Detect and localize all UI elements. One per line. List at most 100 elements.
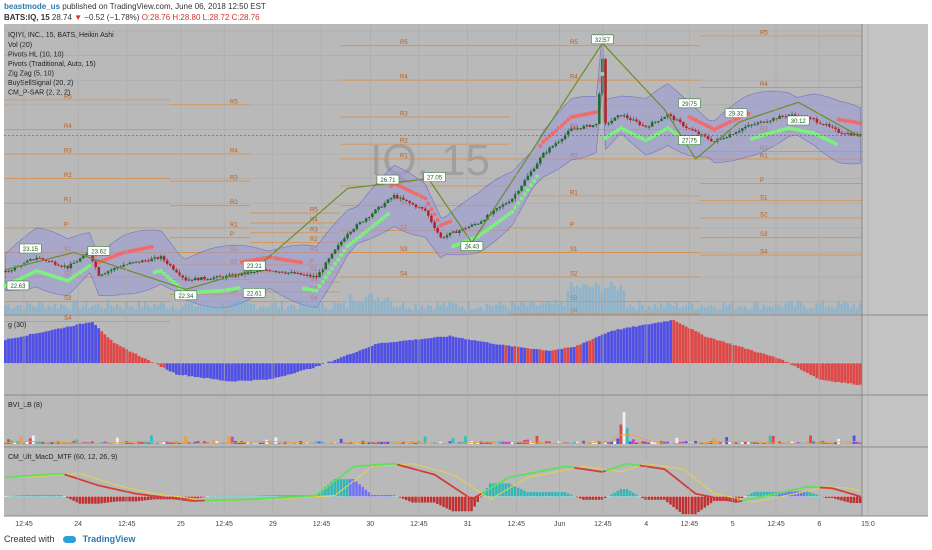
macd-histogram-bar [796, 491, 800, 497]
macd-histogram-bar [265, 495, 268, 497]
psar-dot [584, 112, 589, 116]
tradingview-brand[interactable]: TradingView [82, 534, 136, 544]
macd-histogram-bar [249, 495, 253, 497]
macd-line-segment [767, 494, 771, 497]
oscillator-bar [703, 336, 707, 364]
psar-dot [746, 111, 751, 116]
oscillator-bar [591, 338, 595, 364]
created-with-text: Created with [4, 534, 55, 544]
pivot-label-text: 27.75 [682, 139, 698, 145]
chart-area[interactable]: 22.0023.0024.0025.0026.0027.0028.0029.00… [0, 24, 932, 530]
macd-histogram-bar [852, 496, 856, 504]
psar-dot [488, 225, 493, 230]
volume-bar [420, 442, 424, 444]
psar-dot [553, 128, 558, 133]
psar-dot [140, 246, 145, 251]
symbol-label[interactable]: BATS:IQ, 15 [4, 13, 50, 22]
oscillator-bar [672, 319, 676, 364]
oscillator-bar [706, 337, 710, 364]
volume-bar [171, 305, 175, 314]
psar-dot [230, 287, 235, 292]
volume-bar [492, 306, 495, 314]
macd-histogram-bar [41, 494, 44, 497]
macd-histogram-bar [237, 495, 240, 497]
psar-dot [115, 252, 120, 257]
macd-histogram-bar [569, 494, 573, 497]
psar-dot [665, 126, 670, 131]
macd-line-segment [754, 496, 759, 500]
volume-bar [122, 443, 125, 444]
macd-histogram-bar [47, 494, 51, 497]
psar-dot [538, 144, 543, 149]
macd-histogram-bar [737, 496, 741, 500]
candle-body [831, 126, 834, 128]
oscillator-pane[interactable]: 1.00000.50000.0000-0.5000g (30) [4, 319, 928, 386]
psar-dot [252, 257, 257, 262]
macd-line-segment [409, 467, 414, 470]
macd-line-segment [486, 487, 491, 491]
oscillator-bar [373, 344, 377, 364]
candle-body [551, 145, 554, 148]
candle-body [818, 122, 822, 124]
macd-histogram-bar [787, 491, 790, 497]
macd-pane[interactable]: 0.50000.0000CM_Ult_MacD_MTF (60, 12, 26,… [4, 454, 928, 515]
psar-dot [342, 248, 347, 253]
volume-bar [666, 300, 669, 314]
macd-line-segment [92, 482, 96, 486]
indicator-label: CM_P-SAR (2, 2, 2) [8, 90, 70, 97]
macd-histogram-bar [336, 479, 340, 497]
oscillator-bar [840, 363, 844, 383]
volume-bar [728, 441, 732, 444]
candle-body [165, 260, 169, 264]
macd-histogram-bar [858, 496, 862, 504]
macd-histogram-bar [834, 496, 837, 499]
candle-body [290, 272, 293, 274]
macd-line-segment [788, 489, 793, 492]
psar-dot [78, 270, 83, 275]
psar-dot [771, 130, 776, 135]
psar-dot [690, 116, 695, 121]
volume-bar [215, 441, 219, 444]
oscillator-bar [628, 327, 632, 364]
volume-bar [59, 443, 63, 444]
candle-body [103, 273, 107, 275]
volume-bar [653, 303, 657, 314]
volume-bar [827, 443, 831, 444]
candle-body [336, 245, 340, 250]
pivot-level-label: R5 [570, 40, 578, 46]
candle-body [228, 274, 231, 276]
macd-histogram-bar [13, 495, 16, 497]
volume-pane[interactable]: 200000.00000.0000BVI_LB (8) [4, 402, 923, 449]
candle-body [82, 255, 85, 259]
x-tick-label: 29 [269, 521, 277, 528]
price-change: −0.52 (−1.78%) [84, 13, 140, 22]
volume-bar [560, 301, 563, 314]
volume-bar [196, 441, 200, 444]
x-tick-label: 12:45 [118, 521, 136, 528]
volume-bar [588, 286, 591, 314]
macd-histogram-bar [765, 491, 769, 497]
oscillator-bar [485, 342, 489, 364]
macd-line-segment [79, 478, 84, 482]
psar-dot [56, 275, 61, 280]
volume-bar [672, 306, 675, 314]
volume-bar [408, 443, 411, 444]
macd-line-segment [521, 473, 525, 476]
pivot-level-label: R5 [64, 94, 72, 100]
candle-body [750, 124, 753, 126]
price-pane[interactable]: 22.0023.0024.0025.0026.0027.0028.0029.00… [3, 28, 910, 322]
volume-bar [72, 440, 76, 444]
author-link[interactable]: beastmode_us [4, 2, 61, 11]
volume-bar [178, 309, 181, 314]
macd-histogram-bar [119, 496, 122, 502]
macd-line-segment [791, 488, 796, 492]
macd-histogram-bar [753, 491, 756, 497]
macd-line-segment [623, 462, 628, 466]
oscillator-bar [849, 363, 853, 384]
oscillator-bar [165, 363, 169, 370]
oscillator-bar [647, 324, 651, 364]
psar-dot [292, 259, 297, 264]
psar-dot [301, 286, 306, 291]
oscillator-bar [255, 363, 259, 380]
oscillator-bar [159, 363, 163, 367]
